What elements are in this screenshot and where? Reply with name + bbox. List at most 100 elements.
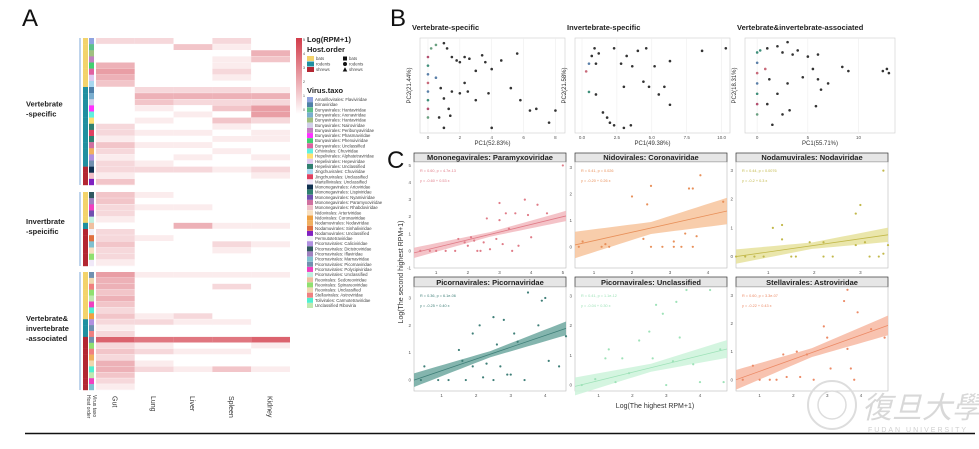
heatmap-cell [96, 277, 135, 284]
pca-point [653, 64, 656, 68]
data-point [680, 245, 683, 248]
heatmap-cell [251, 342, 290, 349]
heatmap-cell [212, 295, 252, 302]
y-tick-label: 0 [408, 378, 411, 383]
heatmap-cell [173, 384, 213, 391]
host-order-cell [83, 80, 88, 88]
taxo-label: Bunyavirales: Phenuiviridae [315, 138, 369, 143]
column-label-liver: Liver [188, 396, 195, 412]
pca-point [594, 93, 598, 96]
pca-point [796, 49, 800, 52]
pca-point [622, 126, 626, 130]
x-tick-label: 3 [859, 270, 862, 275]
data-point [672, 240, 675, 243]
heatmap-cell [251, 38, 290, 45]
host-order-cell [83, 68, 88, 75]
virus-taxo-cell [89, 192, 94, 199]
heatmap-cell [173, 62, 213, 69]
data-point [854, 212, 857, 215]
taxo-swatch [307, 200, 313, 205]
pca-point [429, 47, 433, 50]
pca-point [776, 92, 779, 96]
heatmap-cell [96, 319, 135, 326]
taxo-label: Mononegavirales: Artoviridae [315, 185, 371, 190]
heatmap-cell [96, 325, 135, 332]
pca-point [474, 69, 478, 73]
heatmap-cell [251, 44, 290, 51]
x-tick-label: 4 [530, 270, 533, 275]
heatmap-cell [212, 160, 252, 167]
heatmap-cell [251, 99, 290, 106]
heatmap-cell [96, 178, 135, 186]
x-tick-label: 2 [475, 393, 478, 398]
data-point [604, 243, 607, 246]
host-order-cell [83, 99, 88, 106]
heatmap-cell [173, 229, 213, 236]
heatmap-cell [134, 136, 174, 143]
heatmap-cell [134, 123, 174, 131]
pca-point [657, 93, 661, 96]
pca-point [519, 98, 522, 102]
pca-point [535, 107, 538, 111]
virus-taxo-cell [89, 301, 94, 308]
x-tick-label: 0.0 [579, 135, 586, 140]
heatmap-cell [212, 87, 252, 94]
host-swatch-bats [307, 56, 314, 61]
taxo-swatch [307, 174, 313, 180]
group-label: Invertbrate [26, 217, 65, 226]
heatmap-cell [173, 235, 213, 242]
host-order-cell [83, 301, 88, 308]
heatmap-cell [212, 62, 252, 69]
facet-title: Nidovirales: Coronaviridae [603, 153, 698, 162]
pca-point [791, 53, 794, 56]
heatmap-cell [251, 62, 290, 69]
plot-area [413, 161, 567, 269]
heatmap-cell [96, 348, 135, 355]
heatmap-cell [173, 378, 213, 385]
y-tick-label: 2 [408, 214, 411, 219]
virus-taxo-cell [89, 50, 94, 57]
heatmap-cell [96, 80, 135, 88]
taxo-label: Nidovirales: Arteriviridae [315, 210, 362, 215]
data-point [842, 299, 846, 303]
data-point [485, 362, 488, 365]
heatmap-cell [251, 283, 290, 290]
x-tick-label: 10 [856, 135, 862, 140]
fudan-seal-inner [817, 390, 847, 420]
pca-point [806, 55, 810, 58]
heatmap-cell [173, 93, 213, 100]
taxo-swatch [307, 261, 313, 267]
heatmap-cell [251, 241, 290, 248]
data-point [545, 212, 549, 215]
data-point [775, 378, 778, 381]
host-order-cell [83, 216, 88, 224]
data-point [502, 318, 505, 321]
heatmap-cell [96, 331, 135, 338]
data-point [877, 255, 880, 258]
host-order-cell [83, 366, 88, 373]
virus-taxo-cell [89, 360, 94, 367]
y-tick-label: 1 [569, 353, 572, 358]
pca-point [763, 67, 767, 71]
data-point [883, 336, 886, 339]
taxo-swatch [307, 143, 313, 149]
pca-point [509, 86, 513, 90]
heatmap-cell [173, 289, 213, 296]
x-tick-label: 7.5 [684, 135, 691, 140]
heatmap-cell [251, 172, 290, 180]
x-tick-label: 6 [522, 135, 525, 140]
pca-point [426, 72, 430, 76]
heatmap-cell [134, 247, 174, 254]
heatmap-cell [212, 301, 252, 308]
taxo-label: Mononegavirales: Rhabdoviridae [315, 205, 378, 210]
x-tick-label: 2 [792, 393, 795, 398]
heatmap-cell [96, 235, 135, 242]
y-tick-label: 3 [408, 197, 411, 202]
watermark-english: FUDAN UNIVERSITY [868, 427, 968, 434]
data-point [780, 238, 784, 241]
data-point [829, 367, 832, 370]
y-tick-label: 3 [569, 165, 572, 170]
host-order-cell [83, 313, 88, 320]
pca-point [765, 102, 769, 106]
heatmap-cell [173, 68, 213, 75]
